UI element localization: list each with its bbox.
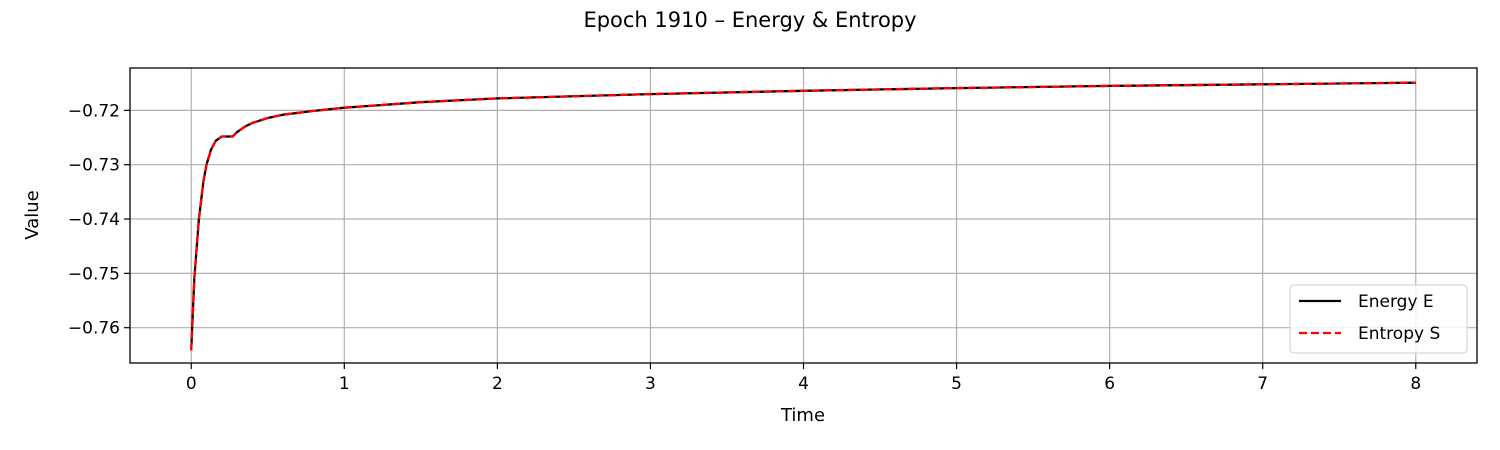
x-tick-label: 4 xyxy=(798,374,809,394)
y-axis-ticks: −0.76 −0.75 −0.74 −0.73 −0.72 xyxy=(68,101,130,339)
y-tick-label: −0.76 xyxy=(68,319,120,339)
x-axis-ticks: 0 1 2 3 4 5 6 7 8 xyxy=(186,363,1421,394)
legend: Energy E Entropy S xyxy=(1289,284,1468,354)
grid xyxy=(130,68,1477,363)
x-tick-label: 8 xyxy=(1410,374,1421,394)
y-tick-label: −0.75 xyxy=(68,264,120,284)
y-tick-label: −0.73 xyxy=(68,156,120,176)
x-tick-label: 6 xyxy=(1104,374,1115,394)
y-tick-label: −0.72 xyxy=(68,101,120,121)
x-axis-label: Time xyxy=(780,405,825,426)
y-tick-label: −0.74 xyxy=(68,210,120,230)
series-line-entropy-s xyxy=(190,81,1416,351)
legend-label-entropy: Entropy S xyxy=(1358,324,1440,344)
x-tick-label: 3 xyxy=(645,374,656,394)
x-tick-label: 2 xyxy=(492,374,503,394)
y-axis-label: Value xyxy=(22,190,43,239)
x-tick-label: 7 xyxy=(1257,374,1268,394)
series-layer xyxy=(190,81,1416,351)
x-tick-label: 5 xyxy=(951,374,962,394)
x-tick-label: 0 xyxy=(186,374,197,394)
chart-title: Epoch 1910 – Energy & Entropy xyxy=(583,8,916,32)
x-tick-label: 1 xyxy=(339,374,350,394)
legend-label-energy: Energy E xyxy=(1358,292,1434,312)
